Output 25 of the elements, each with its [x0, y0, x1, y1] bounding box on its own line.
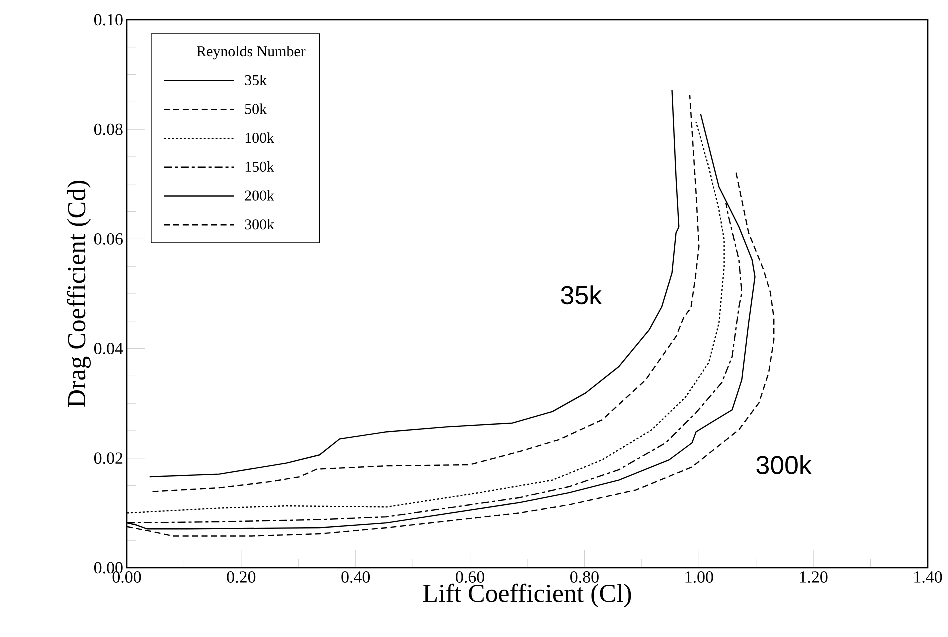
y-tick-label: 0.00 [94, 562, 123, 574]
annotation: 300k [756, 455, 812, 474]
legend-label: 200k [245, 190, 274, 201]
y-tick-label: 0.06 [94, 233, 123, 245]
y-axis-title: Drag Coefficient (Cd) [67, 181, 92, 408]
legend-label: 100k [246, 132, 274, 144]
x-tick-label: 1.00 [686, 572, 714, 584]
x-tick-label: 1.20 [800, 572, 828, 584]
x-tick-label: 0.20 [227, 572, 256, 584]
annotation: 35k [561, 286, 602, 305]
legend-title: Reynolds Number [197, 46, 306, 60]
x-tick-label: 0.00 [112, 572, 142, 584]
x-axis-title: Lift Coefficient (Cl) [423, 584, 632, 608]
y-tick-label: 0.10 [94, 14, 123, 26]
legend-label: 300k [245, 219, 274, 230]
y-tick-label: 0.02 [94, 452, 123, 464]
y-tick-label: 0.04 [94, 343, 124, 355]
legend-label: 50k [245, 104, 268, 114]
x-tick-label: 0.40 [342, 572, 370, 584]
legend-label: 35k [245, 74, 268, 86]
x-tick-label: 1.40 [914, 572, 942, 584]
legend-label: 150k [246, 161, 274, 172]
y-tick-label: 0.08 [94, 124, 123, 136]
x-tick-label: 0.60 [456, 572, 484, 584]
x-tick-label: 0.80 [570, 572, 599, 584]
